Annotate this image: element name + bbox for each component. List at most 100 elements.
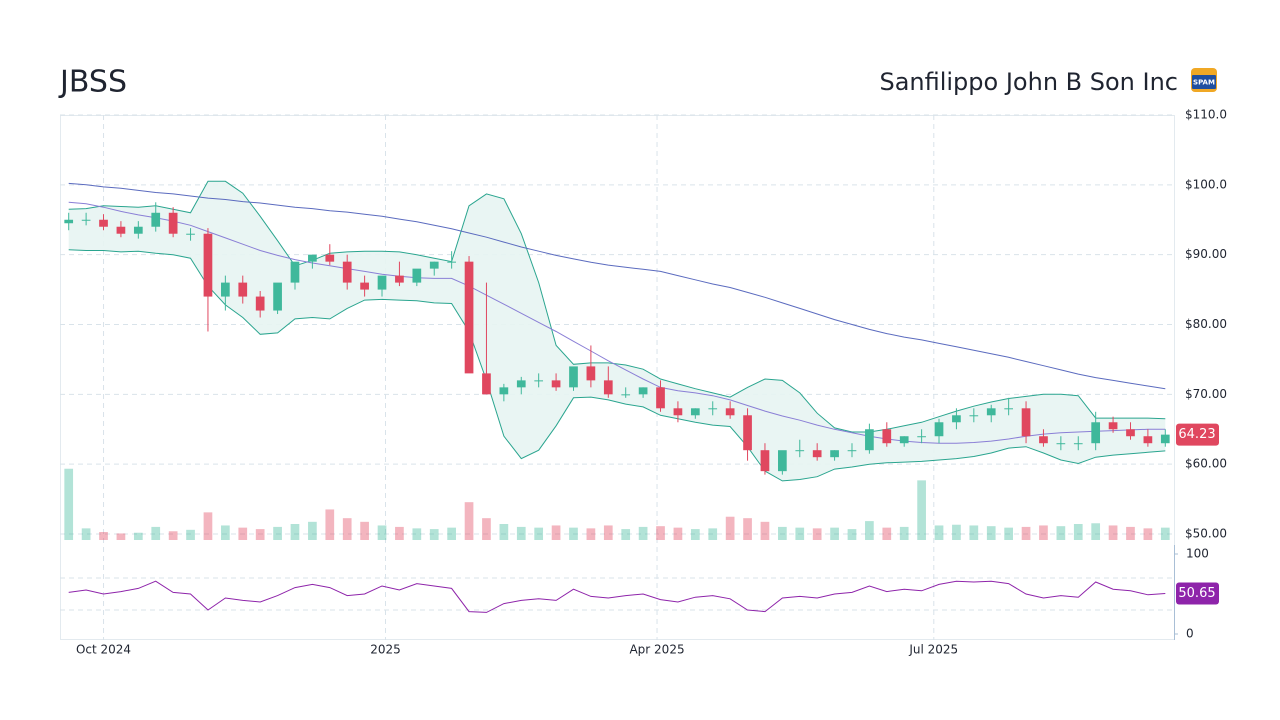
candle-body: [360, 282, 369, 290]
volume-bar: [917, 480, 926, 540]
candle-body: [464, 261, 474, 374]
volume-bar: [342, 518, 352, 540]
volume-bar: [673, 527, 683, 540]
volume-bar: [429, 529, 439, 540]
candle-body: [673, 408, 683, 416]
x-tick-label: Apr 2025: [629, 643, 684, 657]
rsi-badge: 50.65: [1178, 586, 1215, 601]
candle-body: [899, 436, 909, 444]
candle-body: [116, 226, 126, 234]
candle-body: [551, 380, 561, 388]
volume-bar: [569, 527, 578, 540]
candle-body: [830, 450, 839, 458]
volume-bar: [621, 529, 631, 540]
volume-bar: [1108, 525, 1118, 540]
y-tick-label: $60.00: [1185, 457, 1227, 471]
candle-body: [325, 254, 335, 262]
volume-bar: [760, 521, 770, 540]
rsi-tick-label: 0: [1186, 627, 1194, 641]
volume-bar: [690, 529, 700, 540]
candle-body: [290, 261, 300, 283]
volume-bar: [447, 527, 456, 540]
y-tick-label: $70.00: [1185, 387, 1227, 401]
x-tick-label: Jul 2025: [908, 643, 958, 657]
rsi-badge-bg: [1176, 582, 1219, 605]
candle-body: [499, 387, 509, 395]
plot-frame: [60, 115, 1175, 640]
band-lower: [68, 249, 1166, 482]
volume-bar: [412, 528, 422, 540]
volume-bar: [934, 525, 944, 540]
volume-bar: [360, 521, 369, 540]
candle-body: [847, 450, 857, 452]
volume-bar: [151, 526, 161, 540]
volume-bar: [899, 526, 909, 540]
volume-bar: [186, 529, 195, 540]
volume-bar: [1004, 527, 1013, 540]
band-upper: [68, 180, 1166, 433]
candle-body: [516, 380, 526, 388]
candle-body: [1143, 436, 1153, 444]
volume-bar: [638, 526, 648, 540]
logo-text: SPAM: [1193, 79, 1215, 87]
logo-label: [1192, 75, 1216, 89]
volume-bar: [499, 524, 509, 540]
volume-bar: [952, 524, 961, 540]
volume-bar: [1056, 526, 1066, 540]
sma50-line: [68, 201, 1166, 444]
candle-body: [656, 387, 665, 409]
volume-bar: [99, 532, 108, 540]
candle-body: [1039, 436, 1048, 444]
candle-body: [429, 261, 439, 269]
candle-body: [934, 422, 944, 437]
candle-body: [690, 408, 700, 416]
volume-bar: [308, 521, 317, 540]
candle-body: [1056, 443, 1066, 445]
volume-bar: [221, 525, 230, 540]
candle-body: [586, 366, 596, 381]
candle-body: [133, 226, 143, 234]
candle-body: [482, 373, 491, 395]
volume-bar: [81, 528, 91, 540]
candle-body: [203, 233, 213, 297]
candle-body: [1021, 408, 1031, 437]
volume-bar: [1073, 524, 1083, 540]
candle-body: [1160, 434, 1170, 444]
volume-bar: [64, 468, 74, 540]
candle-body: [569, 366, 578, 388]
candle-body: [778, 450, 787, 472]
volume-bar: [395, 526, 404, 540]
candle-body: [1108, 422, 1118, 430]
candle-body: [151, 212, 161, 227]
volume-bar: [255, 529, 265, 540]
volume-bar: [812, 528, 822, 540]
volume-bar: [1039, 525, 1048, 540]
volume-bar: [168, 531, 178, 540]
candle-body: [986, 408, 996, 416]
volume-bar: [1126, 526, 1135, 540]
candle-body: [1004, 408, 1013, 410]
y-tick-label: $90.00: [1185, 247, 1227, 261]
candle-body: [308, 254, 317, 262]
price-badge-bg: [1176, 423, 1219, 446]
volume-bar: [325, 509, 335, 540]
volume-bar: [795, 527, 805, 540]
volume-bar: [586, 528, 596, 540]
volume-bar: [778, 526, 787, 540]
candle-body: [917, 436, 926, 438]
price-badge: 64.23: [1178, 427, 1215, 442]
volume-bar: [708, 528, 718, 540]
volume-bar: [290, 524, 300, 540]
candle-body: [743, 415, 752, 451]
y-tick-label: $80.00: [1185, 317, 1227, 331]
candle-body: [81, 219, 91, 221]
candle-body: [603, 380, 613, 395]
candle-body: [1126, 429, 1135, 437]
x-tick-label: 2025: [370, 643, 401, 657]
volume-bar: [116, 533, 126, 540]
candle-body: [99, 219, 108, 227]
candle-body: [1073, 443, 1083, 445]
candle-body: [395, 275, 404, 283]
volume-bar: [1091, 523, 1101, 540]
candle-body: [64, 219, 74, 224]
